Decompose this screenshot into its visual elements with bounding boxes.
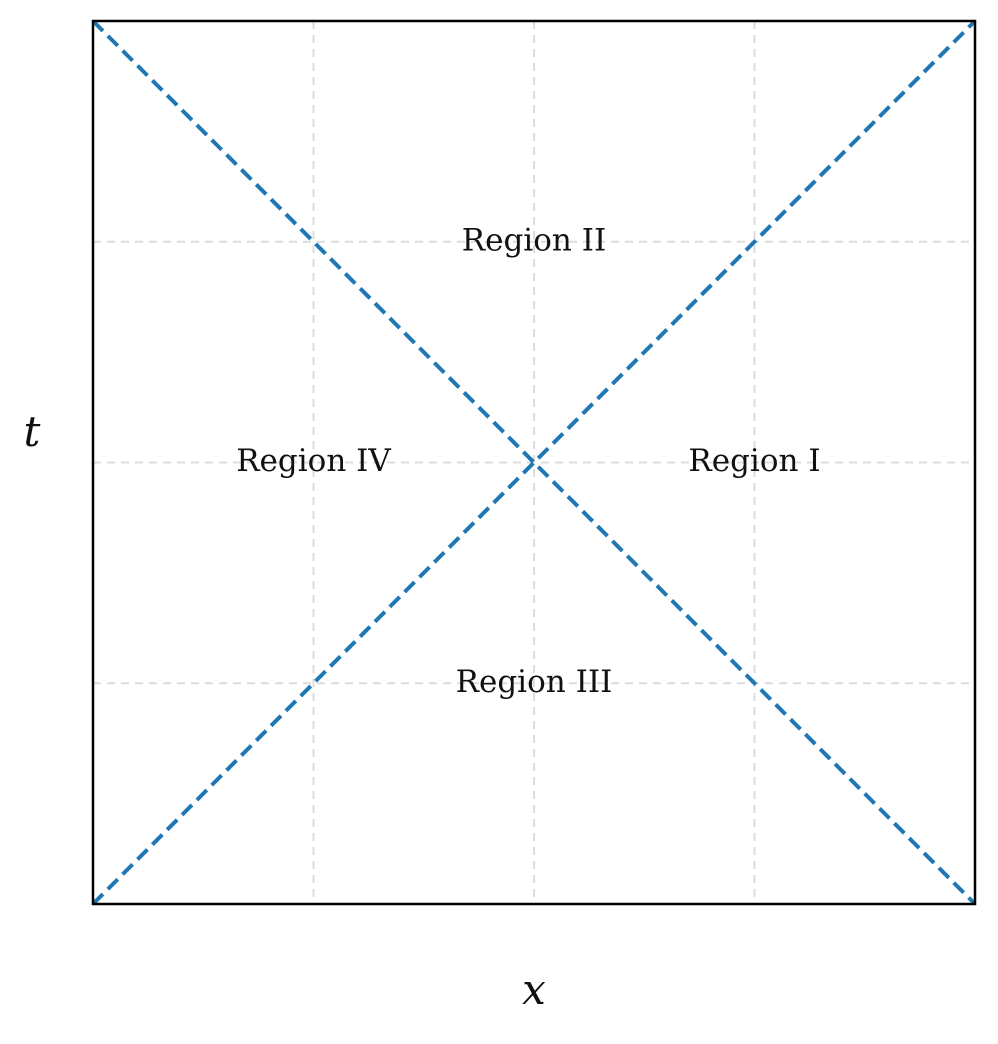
- region-labels: Region I Region II Region III Region IV: [236, 222, 820, 700]
- light-cone-line-1: [91, 19, 977, 906]
- region-label-1: Region I: [688, 443, 820, 479]
- light-cone-line-2: [91, 19, 977, 906]
- x-axis-label: x: [522, 965, 546, 1014]
- plot-frame: [91, 19, 977, 906]
- region-label-4: Region IV: [236, 443, 391, 479]
- light-cone-lines: [91, 19, 977, 906]
- grid: [93, 21, 975, 904]
- region-label-3: Region III: [456, 664, 613, 700]
- region-label-2: Region II: [462, 222, 606, 258]
- y-axis-label: t: [24, 407, 41, 456]
